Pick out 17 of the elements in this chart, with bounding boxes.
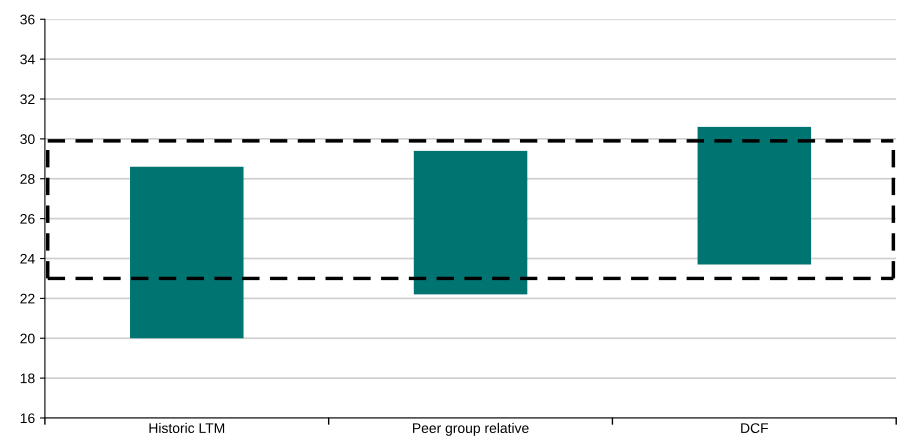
y-tick-label: 30 bbox=[20, 134, 35, 144]
y-tick-label: 18 bbox=[20, 373, 35, 384]
y-tick-label: 28 bbox=[20, 174, 35, 184]
y-tick-label: 26 bbox=[20, 214, 35, 224]
x-tick-label: Historic LTM bbox=[149, 422, 224, 434]
y-tick-label: 34 bbox=[20, 54, 35, 64]
y-tick-label: 32 bbox=[20, 94, 34, 104]
y-tick-label: 22 bbox=[20, 294, 34, 304]
x-tick-label: DCF bbox=[741, 423, 768, 434]
y-tick-label: 36 bbox=[20, 14, 35, 24]
y-tick-label: 20 bbox=[20, 334, 35, 344]
y-tick-label: 16 bbox=[20, 413, 35, 424]
bar bbox=[698, 126, 812, 264]
bar bbox=[414, 150, 528, 294]
y-tick-label: 24 bbox=[20, 254, 35, 264]
x-tick-label: Peer group relative bbox=[413, 422, 529, 436]
bar bbox=[130, 166, 244, 338]
